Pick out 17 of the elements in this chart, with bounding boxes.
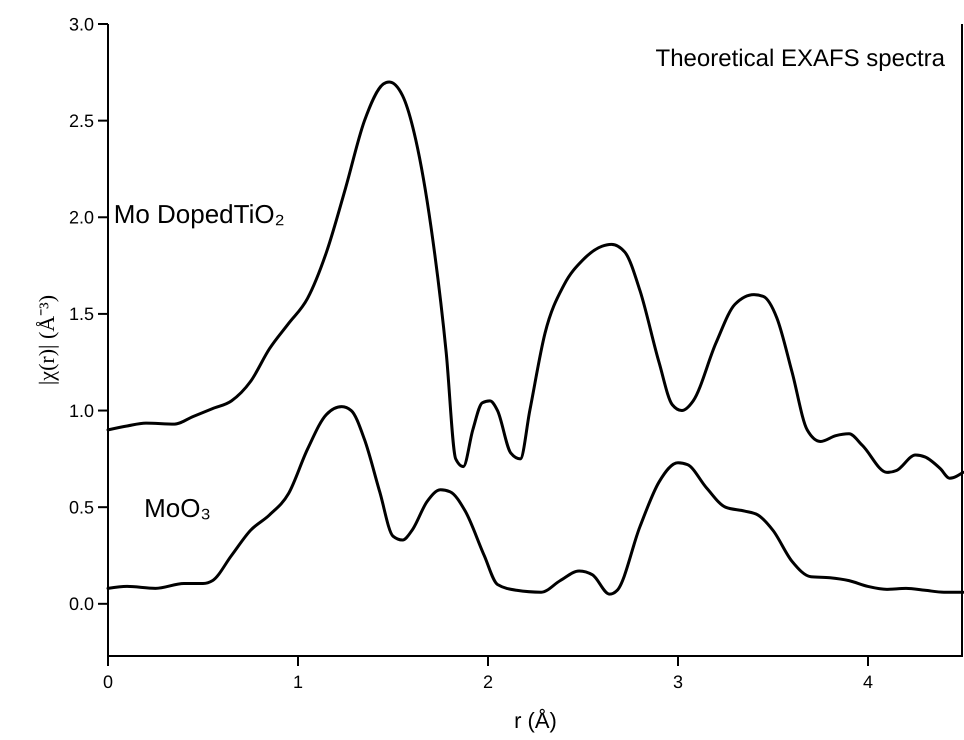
y-tick-label: 2.5 bbox=[68, 110, 94, 131]
text: Theoretical EXAFS spectra bbox=[656, 45, 946, 72]
y-tick-label: 0.5 bbox=[68, 497, 94, 518]
x-tick-label: 0 bbox=[102, 672, 114, 692]
x-tick-label: 4 bbox=[862, 672, 874, 692]
y-axis-title: |χ(r)| (Å⁻³) bbox=[34, 294, 59, 386]
x-tick-label: 3 bbox=[672, 672, 684, 692]
series-label: Mo DopedTiO₂ bbox=[114, 199, 285, 230]
y-tick-label: 3.0 bbox=[68, 14, 94, 34]
x-tick-label: 2 bbox=[482, 672, 494, 692]
y-tick-label: 1.0 bbox=[68, 400, 94, 421]
series-label: MoO₃ bbox=[144, 492, 212, 523]
x-axis-title: r (Å) bbox=[514, 708, 557, 733]
y-tick-label: 0.0 bbox=[68, 594, 94, 614]
x-tick-label: 1 bbox=[292, 672, 304, 692]
y-tick-label: 1.5 bbox=[68, 304, 94, 324]
y-tick-label: 2.0 bbox=[68, 208, 94, 228]
